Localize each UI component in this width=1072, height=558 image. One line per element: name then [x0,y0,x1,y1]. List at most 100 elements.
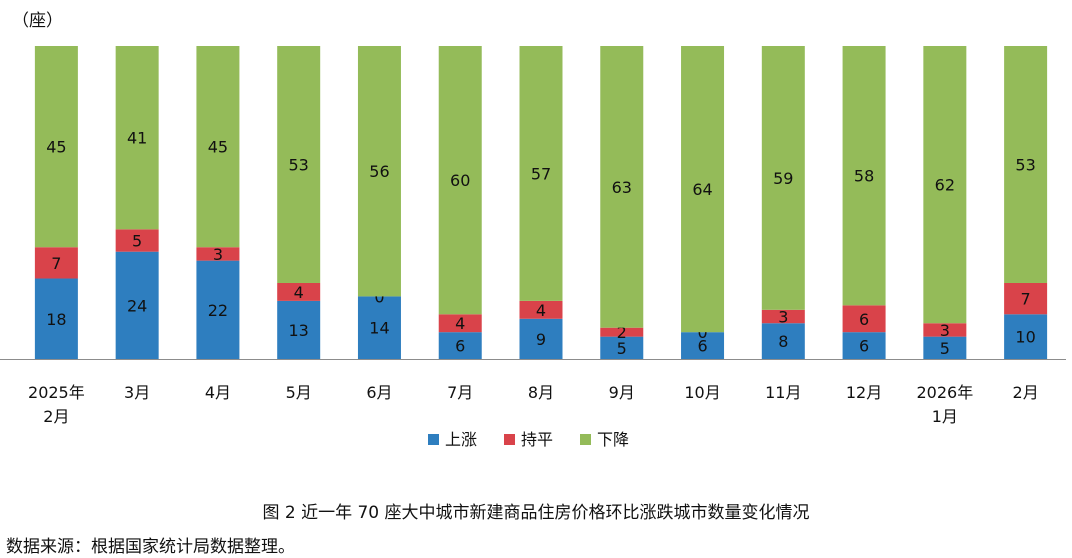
bar-segment-3 [681,46,725,333]
legend-label: 持平 [521,430,553,449]
bar-segment-1 [357,296,401,359]
data-label: 7 [51,254,61,273]
bar-segment-2 [34,247,78,279]
bar-segment-1 [842,332,886,359]
data-label: 63 [612,178,632,197]
data-label: 22 [208,301,228,320]
x-tick-label: 2025年 [28,383,85,402]
data-label: 3 [940,321,950,340]
data-label: 57 [531,164,551,183]
bar-segment-3 [115,46,159,230]
data-label: 5 [617,339,627,358]
data-label: 8 [778,332,788,351]
data-label: 0 [374,287,384,306]
x-tick-label: 12月 [846,383,882,402]
data-label: 59 [773,169,793,188]
data-label: 56 [369,162,389,181]
data-label: 4 [294,283,304,302]
data-label: 60 [450,171,470,190]
bar-segment-2 [277,282,321,301]
data-label: 13 [289,321,309,340]
data-label: 6 [859,337,869,356]
x-tick-label: 7月 [447,383,473,402]
data-label: 4 [455,314,465,333]
bar-segment-1 [681,332,725,359]
bar-segment-1 [115,251,159,359]
bar-segment-2 [1004,282,1048,315]
legend-swatch [428,434,439,445]
bar-segment-1 [34,278,78,359]
x-tick-label: 2月 [43,407,69,426]
bar-segment-3 [34,46,78,248]
data-label: 45 [46,138,66,157]
data-label: 64 [692,180,712,199]
bar-segment-1 [1004,314,1048,359]
x-tick-label: 10月 [684,383,720,402]
data-label: 53 [1015,155,1035,174]
data-label: 14 [369,319,389,338]
data-label: 6 [455,337,465,356]
bar-segment-2 [519,300,563,319]
bar-segment-1 [438,332,482,359]
data-label: 53 [289,155,309,174]
data-source-note: 数据来源：根据国家统计局数据整理。 [6,537,295,557]
bar-segment-1 [923,336,967,359]
x-tick-label: 4月 [205,383,231,402]
x-tick-label: 2月 [1013,383,1039,402]
data-label: 5 [132,232,142,251]
data-label: 45 [208,138,228,157]
legend-swatch [580,434,591,445]
data-label: 3 [778,308,788,327]
bar-segment-3 [761,46,805,310]
bar-segment-1 [277,300,321,359]
legend-label: 下降 [597,430,629,449]
x-tick-label: 9月 [609,383,635,402]
bar-segment-3 [600,46,644,328]
figure-caption: 图 2 近一年 70 座大中城市新建商品住房价格环比涨跌城市数量变化情况 [262,503,810,523]
data-label: 6 [697,337,707,356]
bar-segment-2 [196,247,240,261]
data-label: 7 [1021,290,1031,309]
x-tick-label: 8月 [528,383,554,402]
data-label: 18 [46,310,66,329]
bar-segment-2 [923,323,967,337]
x-tick-label: 5月 [286,383,312,402]
legend-swatch [504,434,515,445]
data-label: 0 [697,323,707,342]
bar-segment-2 [115,229,159,252]
data-label: 6 [859,310,869,329]
x-tick-label: 2026年 [916,383,973,402]
data-label: 5 [940,339,950,358]
data-label: 41 [127,129,147,148]
bar-segment-1 [600,336,644,359]
bar-segment-3 [357,46,401,297]
bar-segment-1 [196,260,240,359]
data-label: 62 [935,176,955,195]
data-label: 2 [617,323,627,342]
bar-segment-3 [842,46,886,306]
bar-segment-2 [438,314,482,333]
y-unit-label: （座） [12,11,63,31]
bar-segment-3 [277,46,321,283]
bar-segment-2 [761,309,805,324]
bar-segment-3 [923,46,967,324]
data-label: 24 [127,296,147,315]
data-label: 4 [536,301,546,320]
bar-segment-1 [761,323,805,359]
bar-segment-3 [196,46,240,248]
bar-segment-2 [842,305,886,333]
bar-segment-3 [1004,46,1048,283]
bar-segment-3 [438,46,482,315]
stacked-bar-chart: 187452025年2月245413月223454月134535月140566月… [0,46,1066,449]
bar-segment-1 [519,318,563,359]
x-tick-label: 3月 [124,383,150,402]
bar-segment-2 [600,327,644,337]
data-label: 9 [536,330,546,349]
bar-segment-3 [519,46,563,301]
x-tick-label: 1月 [932,407,958,426]
data-label: 58 [854,167,874,186]
legend-label: 上涨 [445,430,477,449]
x-tick-label: 6月 [366,383,392,402]
data-label: 3 [213,245,223,264]
x-tick-label: 11月 [765,383,801,402]
